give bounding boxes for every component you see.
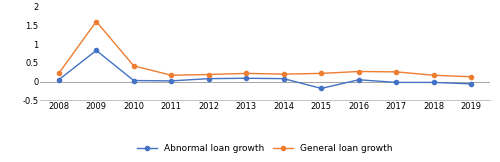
- General loan growth: [356, 70, 362, 72]
- General loan growth: [468, 76, 474, 78]
- Abnormal loan growth: [206, 78, 212, 80]
- General loan growth: [168, 74, 174, 76]
- General loan growth: [243, 72, 249, 74]
- General loan growth: [393, 71, 399, 73]
- Abnormal loan growth: [431, 81, 437, 83]
- Abnormal loan growth: [131, 80, 137, 81]
- General loan growth: [431, 74, 437, 76]
- Abnormal loan growth: [168, 80, 174, 82]
- General loan growth: [206, 74, 212, 75]
- General loan growth: [318, 72, 324, 74]
- Line: General loan growth: General loan growth: [56, 19, 474, 79]
- Abnormal loan growth: [356, 79, 362, 81]
- Legend: Abnormal loan growth, General loan growth: Abnormal loan growth, General loan growt…: [134, 141, 396, 157]
- Abnormal loan growth: [281, 78, 287, 80]
- Line: Abnormal loan growth: Abnormal loan growth: [56, 48, 474, 91]
- General loan growth: [131, 65, 137, 67]
- General loan growth: [281, 73, 287, 75]
- Abnormal loan growth: [393, 81, 399, 83]
- General loan growth: [56, 72, 62, 74]
- Abnormal loan growth: [318, 87, 324, 89]
- Abnormal loan growth: [243, 77, 249, 79]
- Abnormal loan growth: [468, 83, 474, 85]
- Abnormal loan growth: [93, 49, 99, 51]
- Abnormal loan growth: [56, 79, 62, 81]
- General loan growth: [93, 21, 99, 23]
